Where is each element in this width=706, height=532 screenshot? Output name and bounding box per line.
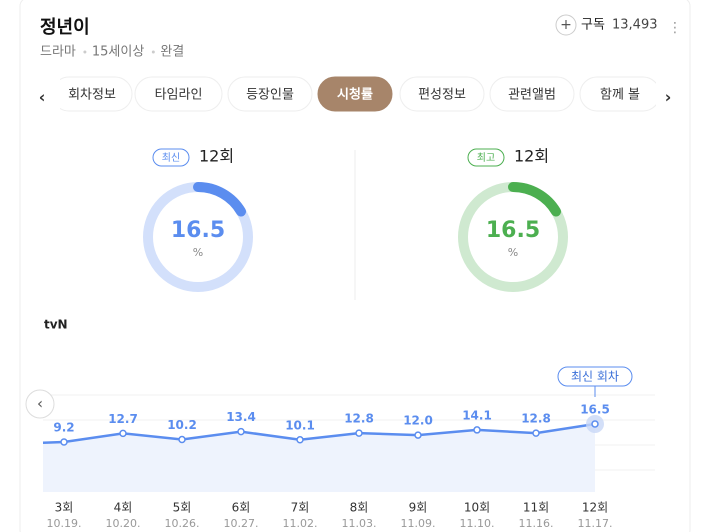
date-label: 11.16. xyxy=(519,517,554,530)
subscribe-button[interactable]: + 구독 13,493 xyxy=(555,14,658,36)
rating-value: 16.5 xyxy=(486,218,540,243)
value-label: 13.4 xyxy=(226,410,256,424)
value-label: 14.1 xyxy=(462,408,492,422)
point xyxy=(414,431,422,439)
badge-label: 최고 xyxy=(477,152,495,164)
meta-item: 완결 xyxy=(160,45,184,60)
title: 정년이 xyxy=(40,17,90,38)
subscribe-count[interactable]: 13,493 xyxy=(612,18,658,33)
value-label: 12.7 xyxy=(108,412,138,426)
tab-label[interactable]: 함께 볼 xyxy=(600,88,640,103)
date-label: 11.03. xyxy=(342,517,377,530)
date-label: 10.26. xyxy=(165,517,200,530)
date-label: 11.02. xyxy=(283,517,318,530)
x-tick-label: 11회 xyxy=(523,501,549,515)
latest-badge-label: 최신 회차 xyxy=(571,370,619,384)
value-label: 10.1 xyxy=(285,418,315,432)
date-label: 11.10. xyxy=(460,517,495,530)
tab[interactable] xyxy=(317,76,393,112)
channel: tvN xyxy=(44,318,68,332)
left-arrow-icon[interactable]: ‹ xyxy=(37,395,43,413)
episode: 12회 xyxy=(514,147,549,166)
separator xyxy=(83,50,87,54)
rating-unit: % xyxy=(193,246,203,259)
tab-label[interactable]: 편성정보 xyxy=(418,88,466,103)
point xyxy=(60,438,68,446)
ring-progress xyxy=(193,182,247,217)
point xyxy=(237,427,245,436)
point xyxy=(355,429,363,437)
x-tick-label: 9회 xyxy=(409,501,428,515)
x-tick-label: 7회 xyxy=(291,501,310,515)
tab[interactable] xyxy=(579,76,660,112)
tab-label[interactable]: 회차정보 xyxy=(68,88,116,103)
point xyxy=(532,429,540,437)
meta-item: 15세이상 xyxy=(92,45,144,60)
tab-label[interactable]: 관련앨범 xyxy=(508,88,556,103)
tab[interactable] xyxy=(52,76,133,112)
tab-prev[interactable]: ‹ xyxy=(39,88,46,107)
x-tick-label: 6회 xyxy=(232,501,251,515)
badge xyxy=(152,148,190,167)
point xyxy=(473,426,481,434)
tabs: 회차정보 타임라인 등장인물 시청률 편성정보 관련앨범 함께 볼 xyxy=(52,76,660,112)
tab-label[interactable]: 등장인물 xyxy=(246,88,294,103)
tab-label[interactable]: 타임라인 xyxy=(155,88,203,103)
value-label: 12.8 xyxy=(344,412,374,426)
ratings-chart: tvN ‹ 9.2 3회 10.19. 12.7 4회 10.20. 10.2 5회 10.26. 1… xyxy=(25,318,655,530)
left-arrow[interactable] xyxy=(25,389,55,419)
point xyxy=(178,435,186,444)
value-label: 10.2 xyxy=(167,418,197,432)
latest-badge xyxy=(557,366,633,387)
rating-cards: 최신 12회 16.5% 최고 12회 16.5% xyxy=(143,147,568,292)
date-label: 10.19. xyxy=(47,517,82,530)
badge xyxy=(467,148,505,167)
tab[interactable] xyxy=(227,76,313,112)
date-label: 10.20. xyxy=(106,517,141,530)
subscribe-label[interactable]: 구독 xyxy=(581,18,605,33)
x-tick-label: 3회 xyxy=(55,501,74,515)
date-label: 11.17. xyxy=(578,517,613,530)
meta: 드라마 15세이상 완결 xyxy=(40,45,184,60)
value-label: 16.5 xyxy=(580,403,610,417)
value-label: 9.2 xyxy=(53,421,74,435)
rating-unit: % xyxy=(508,246,518,259)
x-tick-label: 12회 xyxy=(582,501,608,515)
rating-value: 16.5 xyxy=(171,218,225,243)
tab-label[interactable]: 시청률 xyxy=(337,87,373,103)
x-tick-label: 10회 xyxy=(464,501,490,515)
tab[interactable] xyxy=(399,76,485,112)
x-tick-label: 8회 xyxy=(350,501,369,515)
tab[interactable] xyxy=(134,76,223,112)
more-menu[interactable]: ⋮ xyxy=(668,20,682,36)
point xyxy=(591,420,599,428)
tab[interactable] xyxy=(489,76,575,112)
tab-next[interactable]: › xyxy=(665,88,672,107)
value-label: 12.0 xyxy=(403,414,433,428)
episode: 12회 xyxy=(199,147,234,166)
point xyxy=(119,429,127,438)
meta-item: 드라마 xyxy=(40,45,76,60)
value-label: 12.8 xyxy=(521,412,551,426)
date-label: 10.27. xyxy=(224,517,259,530)
svg-text:+: + xyxy=(560,17,572,33)
date-label: 11.09. xyxy=(401,517,436,530)
x-tick-label: 5회 xyxy=(173,501,192,515)
separator xyxy=(151,50,155,54)
x-tick-label: 4회 xyxy=(114,501,133,515)
badge-label: 최신 xyxy=(162,152,180,164)
point xyxy=(296,436,304,444)
ring-progress xyxy=(508,182,562,217)
